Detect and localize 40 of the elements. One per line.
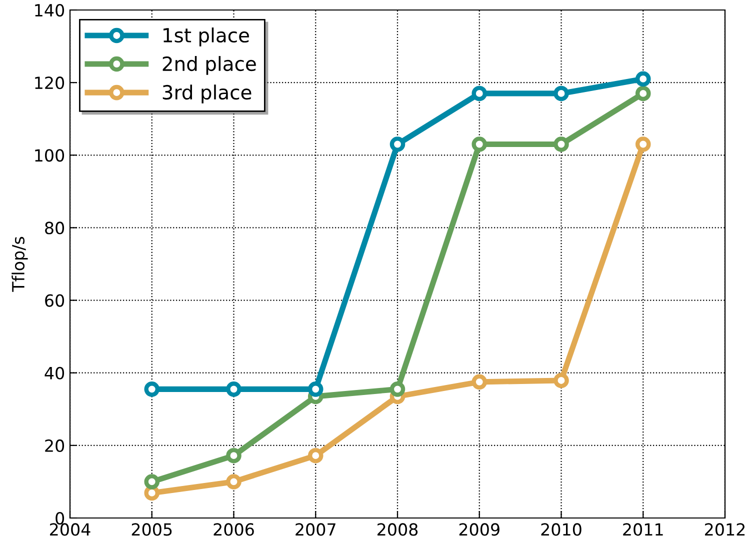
point <box>308 448 324 464</box>
point <box>472 86 488 102</box>
point <box>635 136 651 152</box>
x-tick-label: 2012 <box>705 523 745 536</box>
y-tick-label: 40 <box>44 366 64 380</box>
point <box>635 71 651 87</box>
point <box>472 374 488 390</box>
y-axis-title: Tflop/s <box>12 236 28 292</box>
point <box>144 474 160 490</box>
legend-label: 2nd place <box>162 56 256 75</box>
point <box>554 372 569 388</box>
y-tick-label: 80 <box>45 222 64 234</box>
point <box>554 86 569 102</box>
y-tick-label: 140 <box>35 4 64 17</box>
point <box>554 136 569 152</box>
point <box>308 382 324 397</box>
point <box>390 382 406 397</box>
point <box>226 474 242 490</box>
x-tick-label: 2008 <box>378 523 418 536</box>
x-tick-label: 2007 <box>296 523 336 536</box>
point <box>144 485 160 501</box>
y-tick-label: 60 <box>45 294 64 307</box>
x-tick-label: 2004 <box>50 523 90 536</box>
y-tick-label: 100 <box>35 149 64 162</box>
legend-label: 3rd place <box>162 84 252 104</box>
x-tick-label: 2010 <box>541 523 582 536</box>
point <box>472 136 488 152</box>
point <box>226 382 242 397</box>
point <box>635 86 651 102</box>
x-tick-label: 2005 <box>132 523 172 536</box>
legend-label: 1st place <box>164 28 249 46</box>
point <box>390 136 406 152</box>
y-tick-label: 120 <box>35 76 64 90</box>
point <box>144 382 160 397</box>
point <box>226 448 242 464</box>
x-tick-label: 2009 <box>459 523 500 536</box>
x-tick-label: 2006 <box>214 523 254 536</box>
x-tick-label: 2011 <box>623 523 663 536</box>
y-tick-label: 20 <box>45 439 64 452</box>
y-tick-label: 0 <box>56 512 64 525</box>
